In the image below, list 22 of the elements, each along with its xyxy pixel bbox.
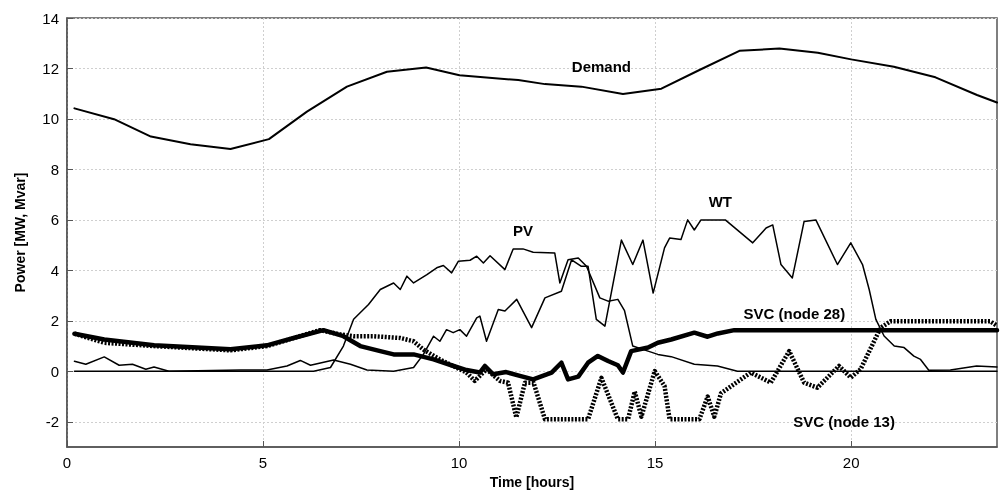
y-tick-label: 8 <box>50 160 59 178</box>
x-axis-title: Time [hours] <box>489 473 575 490</box>
series-label: Demand <box>571 57 631 75</box>
x-tick-label: 5 <box>258 454 268 471</box>
line-series <box>73 47 998 150</box>
x-tick-label: 10 <box>450 454 468 471</box>
series-label: PV <box>512 221 533 239</box>
x-tick-label: 0 <box>62 454 72 471</box>
y-tick-label: 14 <box>42 9 59 27</box>
y-tick-label: 12 <box>42 59 59 77</box>
series-label: WT <box>708 192 732 210</box>
y-tick-label: 2 <box>50 312 59 330</box>
x-tick-label: 20 <box>842 454 860 471</box>
y-tick-label: 0 <box>50 362 59 380</box>
x-tick-label: 15 <box>646 454 664 471</box>
y-tick-label: 6 <box>50 211 59 229</box>
series-label: SVC (node 28) <box>743 305 846 323</box>
y-tick-label: -2 <box>45 413 59 431</box>
text: SVC (node 13) <box>793 412 895 430</box>
y-tick-label: 10 <box>42 110 59 128</box>
y-tick-label: 4 <box>50 261 59 279</box>
y-axis-title: Power [MW, Mvar] <box>12 172 28 293</box>
